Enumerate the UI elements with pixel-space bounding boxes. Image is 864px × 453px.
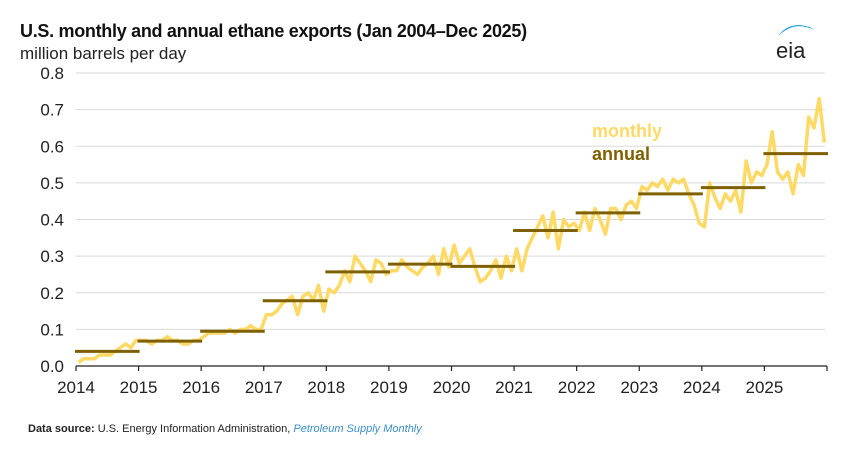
x-tick-label: 2020 xyxy=(433,378,471,397)
y-tick-label: 0.8 xyxy=(40,64,64,83)
y-tick-label: 0.7 xyxy=(40,101,64,120)
x-tick-label: 2024 xyxy=(683,378,721,397)
x-tick-label: 2017 xyxy=(245,378,283,397)
source-text: U.S. Energy Information Administration, xyxy=(97,423,291,435)
chart-title: U.S. monthly and annual ethane exports (… xyxy=(20,21,527,41)
y-tick-label: 0.5 xyxy=(40,174,64,193)
x-tick-label: 2023 xyxy=(620,378,658,397)
x-tick-label: 2016 xyxy=(182,378,220,397)
source-label: Data source: xyxy=(28,423,95,435)
legend-annual: annual xyxy=(592,144,650,164)
y-tick-label: 0.0 xyxy=(40,357,64,376)
source-publication-link[interactable]: Petroleum Supply Monthly xyxy=(293,423,422,435)
monthly-series-line xyxy=(77,96,827,364)
x-tick-label: 2019 xyxy=(370,378,408,397)
x-tick-label: 2015 xyxy=(120,378,158,397)
svg-text:eia: eia xyxy=(776,38,806,62)
y-tick-label: 0.1 xyxy=(40,320,64,339)
line-chart: 0.0 0.1 0.2 0.3 0.4 0.5 0.6 0.7 0.8 2014 2015 2016 2… xyxy=(40,64,828,397)
x-tick-label: 2014 xyxy=(57,378,95,397)
x-tick-label: 2025 xyxy=(746,378,784,397)
x-tick-label: 2022 xyxy=(558,378,596,397)
y-tick-label: 0.3 xyxy=(40,247,64,266)
x-tick-label: 2018 xyxy=(307,378,345,397)
y-tick-label: 0.4 xyxy=(40,211,64,230)
y-tick-label: 0.2 xyxy=(40,284,64,303)
legend-monthly: monthly xyxy=(592,121,662,141)
y-tick-label: 0.6 xyxy=(40,137,64,156)
data-source: Data source: U.S. Energy Information Adm… xyxy=(28,423,422,435)
y-axis-label: million barrels per day xyxy=(20,44,187,63)
eia-logo: eia xyxy=(776,25,814,62)
x-tick-label: 2021 xyxy=(495,378,533,397)
